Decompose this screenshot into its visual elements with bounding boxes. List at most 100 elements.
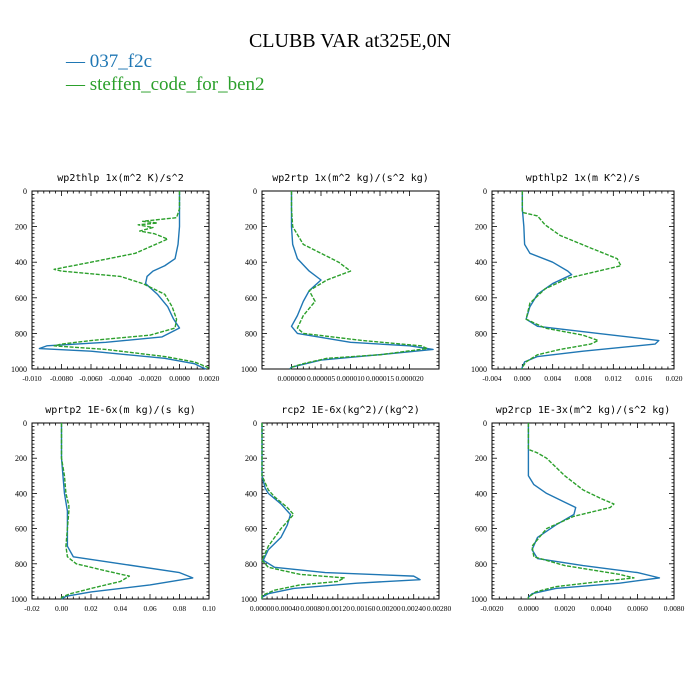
plot-frame	[261, 422, 440, 600]
series-line-037_f2c	[520, 191, 660, 370]
y-tick-label: 200	[15, 223, 27, 232]
chart-title: wpthlp2 1x(m K^2)/s	[526, 173, 640, 184]
x-tick-label: -0.0080	[50, 374, 73, 383]
legend: — 037_f2c — steffen_code_for_ben2	[66, 50, 265, 96]
y-tick-label: 600	[15, 525, 27, 534]
legend-dash-steffen: —	[66, 74, 90, 95]
legend-label: 037_f2c	[89, 51, 153, 72]
series-line-037_f2c	[60, 423, 194, 600]
y-tick-label: 800	[15, 560, 27, 569]
x-tick-label: -0.0060	[79, 374, 102, 383]
y-tick-label: 600	[475, 525, 487, 534]
y-tick-label: 1000	[241, 365, 257, 374]
x-tick-label: 0.000010	[336, 374, 364, 383]
y-tick-label: 0	[483, 187, 487, 196]
x-tick-label: 0.0000	[518, 604, 539, 613]
plot-frame	[491, 422, 675, 600]
x-tick-label: 0.00120	[326, 604, 351, 613]
x-tick-label: 0.00280	[427, 604, 452, 613]
series-line-037_f2c	[261, 423, 421, 599]
y-tick-label: 0	[253, 187, 257, 196]
figure-title: CLUBB VAR at325E,0N	[248, 30, 452, 52]
chart-panel-3: wpthlp2 1x(m K^2)/s -0.004 0.000 0.004 0.008…	[471, 173, 683, 383]
y-tick-label: 1000	[471, 365, 487, 374]
x-tick-label: 0.02	[84, 604, 97, 613]
x-tick-label: 0.0000	[169, 374, 190, 383]
y-tick-label: 800	[475, 329, 487, 338]
chart-panel-6: wp2rcp 1E-3x(m^2 kg)/(s^2 kg) -0.0020 0.00…	[471, 405, 685, 613]
x-tick-label: 0.008	[575, 374, 592, 383]
x-tick-label: 0.00000	[250, 604, 275, 613]
x-tick-label: 0.000020	[395, 374, 423, 383]
x-tick-label: 0.0080	[664, 604, 685, 613]
y-tick-label: 800	[475, 560, 487, 569]
x-tick-label: 0.00040	[275, 604, 300, 613]
x-tick-label: 0.00240	[402, 604, 427, 613]
x-tick-label: 0.012	[605, 374, 622, 383]
legend-dash-037_f2c: —	[66, 51, 90, 72]
chart-panel-4: wprtp2 1E-6x(m kg)/(s kg) -0.02 0.00 0.02 0.…	[11, 405, 216, 613]
y-tick-label: 400	[15, 258, 27, 267]
x-tick-label: 0.0060	[627, 604, 648, 613]
x-tick-label: 0.020	[666, 374, 683, 383]
chart-title: rcp2 1E-6x(kg^2)/(kg^2)	[281, 405, 419, 416]
series-line-steffen_code_for_ben2	[527, 423, 635, 599]
y-tick-label: 600	[245, 294, 257, 303]
x-tick-label: 0.000000	[277, 374, 305, 383]
plot-frame	[31, 190, 210, 370]
y-tick-label: 600	[15, 294, 27, 303]
y-tick-label: 400	[15, 489, 27, 498]
series-line-steffen_code_for_ben2	[261, 423, 345, 599]
x-tick-label: 0.000	[514, 374, 531, 383]
chart-panel-5: rcp2 1E-6x(kg^2)/(kg^2)0.00000 0.00040 0.0…	[241, 405, 451, 613]
chart-title: wp2rcp 1E-3x(m^2 kg)/(s^2 kg)	[496, 405, 671, 416]
y-tick-label: 400	[245, 258, 257, 267]
x-tick-label: 0.04	[114, 604, 127, 613]
y-tick-label: 800	[245, 560, 257, 569]
x-tick-label: 0.06	[143, 604, 156, 613]
series-line-steffen_code_for_ben2	[60, 423, 131, 599]
y-tick-label: 1000	[11, 595, 27, 604]
y-tick-label: 0	[23, 187, 27, 196]
chart-title: wprtp2 1E-6x(m kg)/(s kg)	[45, 405, 196, 416]
y-tick-label: 0	[23, 419, 27, 428]
x-tick-label: 0.00160	[351, 604, 376, 613]
chart-panel-2: wp2rtp 1x(m^2 kg)/(s^2 kg)0.000000 0.0000…	[241, 173, 440, 383]
series-line-037_f2c	[289, 191, 434, 370]
y-tick-label: 200	[245, 223, 257, 232]
y-tick-label: 200	[475, 223, 487, 232]
y-tick-label: 400	[475, 258, 487, 267]
x-tick-label: -0.010	[22, 374, 42, 383]
y-tick-label: 200	[475, 454, 487, 463]
y-tick-label: 1000	[241, 595, 257, 604]
y-tick-label: 600	[475, 294, 487, 303]
y-tick-label: 200	[245, 454, 257, 463]
chart-title: wp2rtp 1x(m^2 kg)/(s^2 kg)	[272, 173, 429, 184]
series-line-steffen_code_for_ben2	[53, 191, 210, 370]
x-tick-label: -0.0020	[480, 604, 503, 613]
y-tick-label: 400	[475, 489, 487, 498]
chart-title: wp2thlp 1x(m^2 K)/s^2	[57, 173, 183, 184]
series-line-037_f2c	[38, 191, 207, 370]
x-tick-label: 0.10	[202, 604, 215, 613]
x-tick-label: 0.004	[544, 374, 561, 383]
x-tick-label: 0.0020	[199, 374, 220, 383]
x-tick-label: 0.00080	[300, 604, 325, 613]
x-tick-label: -0.004	[482, 374, 502, 383]
y-tick-label: 800	[15, 329, 27, 338]
x-tick-label: 0.000015	[366, 374, 394, 383]
x-tick-label: 0.016	[635, 374, 652, 383]
x-tick-label: 0.08	[173, 604, 186, 613]
x-tick-label: 0.000005	[307, 374, 335, 383]
x-tick-label: 0.00	[55, 604, 68, 613]
x-tick-label: 0.0020	[554, 604, 575, 613]
x-tick-label: 0.0040	[591, 604, 612, 613]
x-tick-label: -0.0040	[109, 374, 132, 383]
legend-item-steffen: — steffen_code_for_ben2	[66, 73, 265, 96]
legend-label: steffen_code_for_ben2	[89, 74, 265, 95]
y-tick-label: 600	[245, 525, 257, 534]
y-tick-label: 1000	[11, 365, 27, 374]
x-tick-label: -0.02	[24, 604, 40, 613]
y-tick-label: 400	[245, 489, 257, 498]
